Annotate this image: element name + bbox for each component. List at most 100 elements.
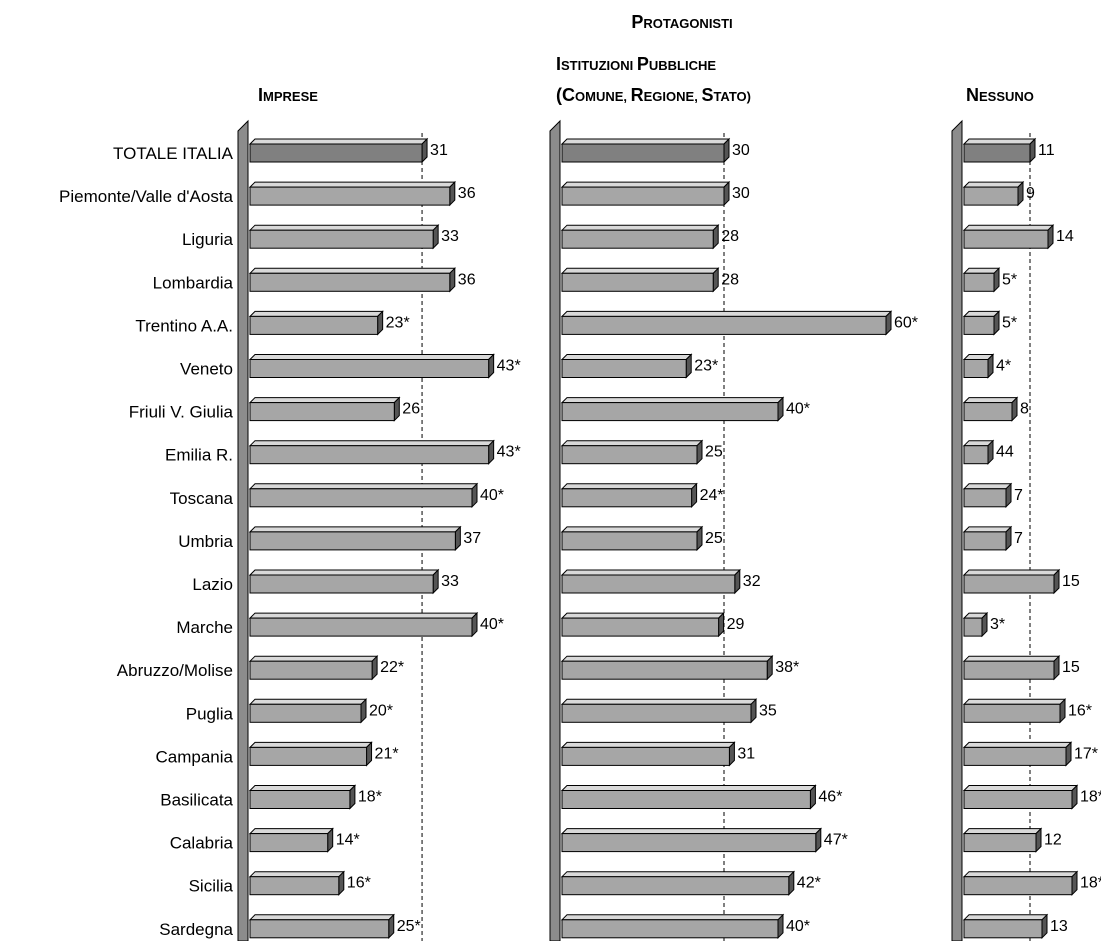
bar-value-label: 32 [743,573,761,590]
category-label: Umbria [178,532,233,551]
bar [249,186,451,206]
bar-top [248,698,368,705]
bar [249,617,473,637]
panel-2: 30 30 28 28 60* 23* 40* 25 24* 25 32 29 38* 35 31 46* 47… [549,119,918,941]
category-label: Marche [176,618,233,637]
bar [561,833,817,853]
bar [963,531,1007,551]
bar [963,833,1037,853]
bar [963,660,1055,680]
bar [249,445,490,465]
bar-value-label: 25 [705,530,723,547]
bar [963,919,1043,939]
series-header-line1: ISTITUZIONI PUBBLICHE [556,54,716,74]
panel-1: 31 36 33 36 23* 43* 26 43* 40* 37 33 40* 22* 20* 21* 18… [237,119,521,941]
panel-wall [951,119,963,941]
bar-top [248,224,440,231]
bar-value-label: 30 [732,142,750,159]
bar [249,876,340,896]
bar [561,790,811,809]
category-label: Emilia R. [165,446,233,465]
category-label: Veneto [180,360,233,379]
bar-value-label: 9 [1026,185,1035,202]
bar [249,402,395,422]
bar-value-label: 24* [700,487,724,504]
bar-top [560,181,731,188]
bar [249,531,456,551]
bar-top [560,914,785,921]
bar [963,359,989,378]
bar [963,402,1013,422]
bar [963,143,1031,163]
bar-top [962,871,1079,878]
bar-value-label: 18* [358,789,382,806]
bar-value-label: 15 [1062,573,1080,590]
bar [561,359,687,378]
bar-value-label: 31 [430,142,448,159]
bar-value-label: 38* [775,659,799,676]
bar [561,488,693,508]
bar-value-label: 8 [1020,401,1029,418]
category-label: Sardegna [159,920,233,939]
bar-value-label: 11 [1038,142,1055,159]
bar [963,574,1055,594]
bar-value-label: 14* [336,832,360,849]
bar [963,617,983,637]
bar-value-label: 35 [759,702,777,719]
bar [249,315,379,335]
bar-top [560,655,774,662]
bar-value-label: 5* [1002,271,1017,288]
bar-top [962,181,1025,188]
bar-value-label: 31 [737,745,755,762]
category-label: Liguria [182,230,234,249]
bar-value-label: 12 [1044,832,1062,849]
bar-top [560,267,720,274]
bar-top [962,914,1049,921]
bar-value-label: 22* [380,659,404,676]
bar-value-label: 25 [705,444,723,461]
bar-value-label: 29 [727,616,745,633]
bar-value-label: 28 [721,271,739,288]
bar-value-label: 14 [1056,228,1074,245]
category-label: Calabria [170,834,234,853]
bar-top [560,397,785,404]
bar-value-label: 43* [497,444,521,461]
bar-top [962,224,1055,231]
bar-top [962,483,1013,490]
bar [561,531,698,551]
bar [561,574,736,594]
bar-value-label: 40* [480,487,504,504]
category-label: Campania [156,747,234,766]
bar-top [248,181,457,188]
bar-value-label: 4* [996,358,1011,375]
bar [561,229,714,249]
category-label: TOTALE ITALIA [113,144,234,163]
bar-value-label: 18* [1080,875,1101,892]
bar [561,272,714,292]
bar-value-label: 3* [990,616,1005,633]
bar [249,272,451,292]
bar-value-label: 7 [1014,530,1023,547]
bar [963,445,989,465]
bar-value-label: 42* [797,875,821,892]
bar [561,402,779,422]
bar-top [248,871,346,878]
bar-top [962,655,1061,662]
bar-value-label: 7 [1014,487,1023,504]
bar-top [962,397,1019,404]
bar [249,143,423,163]
bar [963,488,1007,508]
bar-top [560,569,742,576]
bar-top [560,871,796,878]
bar-value-label: 36 [458,271,476,288]
bar-top [248,138,429,145]
bar-top [248,267,457,274]
bar [963,703,1061,723]
bar-value-label: 47* [824,832,848,849]
bar-value-label: 28 [721,228,739,245]
series-header-line2: (COMUNE, REGIONE, STATO) [556,85,751,105]
bar [963,229,1049,249]
category-label: Sicilia [189,877,234,896]
bar [963,186,1019,206]
category-label: Lazio [192,575,233,594]
